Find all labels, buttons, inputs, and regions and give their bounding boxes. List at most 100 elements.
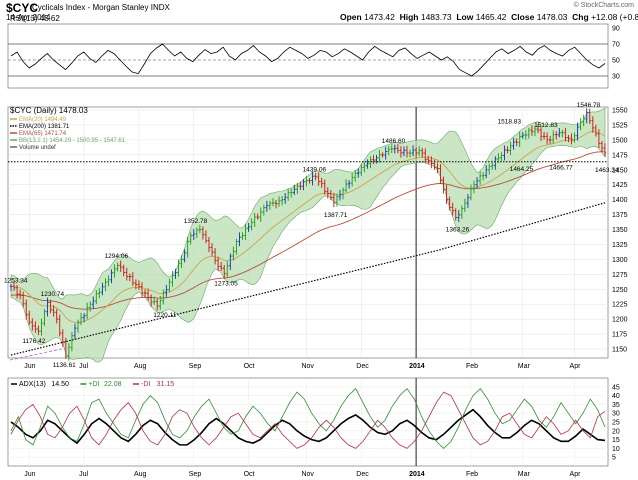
price-annotation: 1464.25 xyxy=(510,166,534,173)
price-tick-label: 1500 xyxy=(612,137,628,144)
price-annotation: 1176.42 xyxy=(22,338,45,345)
adx-legend-name: +DI xyxy=(88,381,99,388)
adx-tick-label: 15 xyxy=(612,437,620,444)
price-legend-entry: EMA(20) 1494.49 xyxy=(19,117,67,123)
rsi-tick-label: 70 xyxy=(612,42,620,49)
adx-month-label: Mar xyxy=(518,471,531,478)
price-annotation: 1463.34 xyxy=(595,167,619,174)
price-month-label: Apr xyxy=(570,363,582,370)
adx-tick-label: 45 xyxy=(612,384,620,391)
high-value: 1483.73 xyxy=(420,12,452,22)
price-tick-label: 1475 xyxy=(612,152,628,159)
close-value: 1478.03 xyxy=(536,12,568,22)
price-month-label: Oct xyxy=(244,363,255,370)
low-value: 1465.42 xyxy=(475,12,507,22)
price-tick-label: 1300 xyxy=(612,257,628,264)
rsi-tick-label: 30 xyxy=(612,74,620,81)
rsi-panel: 90 70 50 30 RSI(13) 45.62 xyxy=(7,14,620,89)
price-month-label: Dec xyxy=(356,363,369,370)
adx-month-label: Feb xyxy=(466,471,478,478)
price-annotation: 1439.06 xyxy=(303,166,327,173)
rsi-tick-label: 90 xyxy=(612,26,620,33)
adx-tick-label: 25 xyxy=(612,420,620,427)
trendline-stub xyxy=(9,347,67,361)
adx-month-label: Nov xyxy=(301,471,314,478)
price-annotation: 1518.83 xyxy=(498,119,522,126)
index-name: Cyclicals Index - Morgan Stanley INDX xyxy=(32,3,170,12)
price-tick-label: 1225 xyxy=(612,302,628,309)
open-value: 1473.42 xyxy=(364,12,395,22)
adx-series-line xyxy=(10,391,606,449)
adx-tick-label: 40 xyxy=(612,393,620,400)
price-annotation: 1230.74 xyxy=(41,291,65,298)
price-annotation: 1352.78 xyxy=(184,218,208,225)
adx-month-label: Sep xyxy=(189,471,202,478)
adx-month-label: 2014 xyxy=(409,471,425,478)
adx-month-label: Oct xyxy=(244,471,255,478)
high-label: High xyxy=(399,12,419,22)
price-tick-label: 1175 xyxy=(612,332,627,339)
price-annotation: 1220.11 xyxy=(153,312,176,319)
adx-legend-name: -DI xyxy=(141,381,150,388)
adx-month-label: Jul xyxy=(79,471,88,478)
quote-date: 14-Apr-2014 xyxy=(6,13,51,22)
price-annotation: 1546.78 xyxy=(577,102,601,109)
price-tick-label: 1450 xyxy=(612,167,628,174)
adx-tick-label: 35 xyxy=(612,402,620,409)
price-panel: 1550 1525 1500 1475 1450 1425 1400 1375 1350 1325… xyxy=(4,102,628,370)
price-legend-entry: EMA(200) 1381.71 xyxy=(19,124,70,130)
price-legend-entry: EMA(65) 1471.74 xyxy=(19,131,67,137)
adx-month-label: Dec xyxy=(356,471,369,478)
open-label: Open xyxy=(340,12,362,22)
adx-tick-label: 20 xyxy=(612,428,620,435)
price-tick-label: 1200 xyxy=(612,317,628,324)
price-annotation: 1387.71 xyxy=(324,212,348,219)
price-annotation: 1486.60 xyxy=(382,138,406,145)
price-tick-label: 1525 xyxy=(612,122,628,129)
adx-month-label: Aug xyxy=(134,471,147,478)
rsi-frame xyxy=(7,23,609,89)
adx-tick-label: 30 xyxy=(612,411,620,418)
price-annotation: 1466.77 xyxy=(549,165,573,172)
price-tick-label: 1425 xyxy=(612,182,628,189)
price-tick-label: 1250 xyxy=(612,287,628,294)
price-month-label: Sep xyxy=(189,363,202,370)
change-value: +12.08 (+0.82%) xyxy=(591,12,638,22)
price-tick-label: 1150 xyxy=(612,347,627,354)
adx-month-label: Jun xyxy=(24,471,35,478)
stockcharts-credit: © StockCharts.com xyxy=(573,2,634,9)
adx-legend-name: ADX(13) xyxy=(19,381,46,388)
ema65-line xyxy=(10,151,606,310)
adx-tick-label: 10 xyxy=(612,446,620,453)
close-label: Close xyxy=(511,12,535,22)
price-month-label: Mar xyxy=(518,363,531,370)
price-annotation: 1136.61 xyxy=(53,362,76,369)
ema20-line xyxy=(10,131,606,323)
ema200-line xyxy=(10,202,606,356)
price-tick-label: 1550 xyxy=(612,107,628,114)
rsi-line xyxy=(10,43,606,77)
low-label: Low xyxy=(456,12,474,22)
rsi-title: RSI(13) 45.62 xyxy=(10,14,60,23)
price-annotation: 1363.26 xyxy=(446,227,470,234)
adx-legend-value: 14.50 xyxy=(51,381,69,388)
price-annotation: 1273.05 xyxy=(214,280,238,287)
price-annotation: 1253.34 xyxy=(4,277,28,284)
rsi-tick-label: 50 xyxy=(612,58,620,65)
price-month-label: Aug xyxy=(134,363,147,370)
price-month-label: 2014 xyxy=(409,363,425,370)
price-tick-label: 1400 xyxy=(612,197,628,204)
adx-series-line xyxy=(10,387,606,449)
price-month-label: Nov xyxy=(301,363,314,370)
adx-legend-value: 22.08 xyxy=(104,381,122,388)
price-legend-entry: BB(13,2.1) 1454.29 - 1500.95 - 1547.61 xyxy=(19,138,126,144)
price-month-label: Jun xyxy=(24,363,35,370)
ohlc-quote: Open 1473.42 High 1483.73 Low 1465.42 Cl… xyxy=(340,12,638,22)
price-tick-label: 1275 xyxy=(612,272,628,279)
price-annotation: 1512.83 xyxy=(534,122,558,129)
price-month-label: Jul xyxy=(79,363,88,370)
price-tick-label: 1375 xyxy=(612,212,628,219)
